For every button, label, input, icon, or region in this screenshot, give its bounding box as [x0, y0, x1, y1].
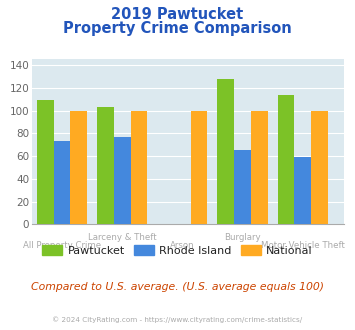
Bar	[278, 95, 294, 224]
Bar	[294, 157, 311, 224]
Bar	[251, 111, 268, 224]
Bar	[131, 111, 147, 224]
Bar	[37, 100, 54, 224]
Text: Motor Vehicle Theft: Motor Vehicle Theft	[261, 241, 344, 250]
Text: 2019 Pawtucket: 2019 Pawtucket	[111, 7, 244, 21]
Text: Property Crime Comparison: Property Crime Comparison	[63, 21, 292, 36]
Bar	[311, 111, 328, 224]
Bar	[191, 111, 207, 224]
Legend: Pawtucket, Rhode Island, National: Pawtucket, Rhode Island, National	[38, 241, 317, 260]
Text: Larceny & Theft: Larceny & Theft	[88, 233, 157, 242]
Bar	[97, 107, 114, 224]
Bar	[217, 79, 234, 224]
Bar	[70, 111, 87, 224]
Text: Compared to U.S. average. (U.S. average equals 100): Compared to U.S. average. (U.S. average …	[31, 282, 324, 292]
Bar	[234, 150, 251, 224]
Text: All Property Crime: All Property Crime	[23, 241, 101, 250]
Bar	[54, 141, 70, 224]
Bar	[114, 137, 131, 224]
Text: Arson: Arson	[170, 241, 195, 250]
Text: Burglary: Burglary	[224, 233, 261, 242]
Text: © 2024 CityRating.com - https://www.cityrating.com/crime-statistics/: © 2024 CityRating.com - https://www.city…	[53, 316, 302, 323]
